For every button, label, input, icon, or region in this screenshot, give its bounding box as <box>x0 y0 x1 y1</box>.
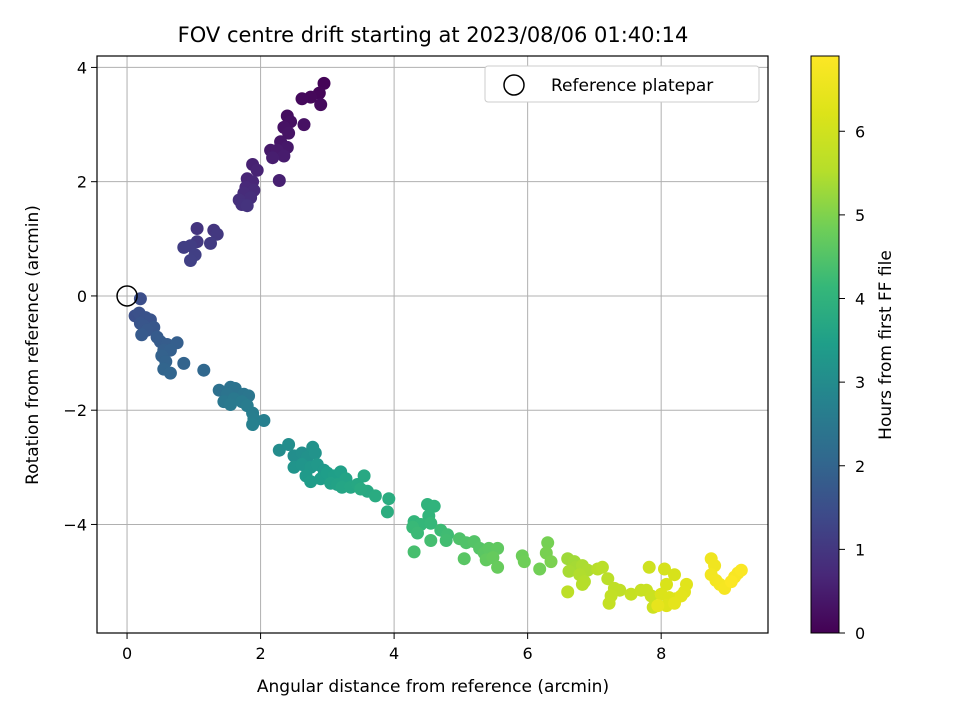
data-point <box>562 564 576 578</box>
data-point <box>197 363 211 377</box>
data-point <box>561 585 575 599</box>
data-point <box>601 572 615 586</box>
data-point <box>295 92 309 106</box>
y-axis-label: Rotation from reference (arcmin) <box>23 205 43 485</box>
x-tick-label: 4 <box>389 644 399 663</box>
data-point <box>724 575 738 589</box>
data-point <box>297 118 311 132</box>
data-point <box>382 492 396 506</box>
data-point <box>317 76 331 90</box>
data-point <box>407 545 421 559</box>
data-point <box>257 414 271 427</box>
colorbar-tick-label: 3 <box>855 373 865 392</box>
data-point <box>424 534 438 547</box>
data-point <box>544 555 558 569</box>
data-point <box>210 227 224 241</box>
chart-title: FOV centre drift starting at 2023/08/06 … <box>178 23 689 47</box>
legend-box <box>484 65 760 103</box>
data-point <box>486 551 500 565</box>
data-point <box>541 536 555 550</box>
colorbar: 0 1 2 3 4 5 6 Hours from first FF file <box>810 55 896 643</box>
data-points <box>128 76 748 614</box>
reference-marker <box>116 285 138 307</box>
y-tick-label: −4 <box>63 515 87 534</box>
data-point <box>533 562 547 576</box>
data-point <box>304 475 318 489</box>
data-point <box>282 126 296 140</box>
data-point <box>282 438 296 451</box>
data-point <box>644 589 658 603</box>
plot-area: 0 2 4 6 8 −4 −2 0 2 4 <box>63 55 769 663</box>
data-point <box>368 489 382 503</box>
x-tick-label: 8 <box>656 644 666 663</box>
axes-frame <box>96 55 769 634</box>
data-point <box>357 469 371 483</box>
data-point <box>517 555 531 569</box>
data-point <box>602 596 616 610</box>
data-point <box>457 552 471 566</box>
legend-marker-icon <box>503 74 525 96</box>
data-point <box>411 526 424 540</box>
data-point <box>224 398 237 411</box>
y-tick-label: 2 <box>77 173 87 192</box>
data-point <box>354 482 368 496</box>
colorbar-label: Hours from first FF file <box>876 250 896 440</box>
data-point <box>240 199 254 213</box>
data-point <box>246 418 260 431</box>
data-point <box>380 505 394 519</box>
data-point <box>135 328 149 342</box>
data-point <box>184 254 197 267</box>
data-point <box>308 446 322 460</box>
data-point <box>190 222 204 235</box>
data-point <box>272 443 286 457</box>
data-point <box>439 534 453 547</box>
data-point <box>651 599 665 613</box>
data-point <box>734 563 748 577</box>
data-point <box>575 577 589 591</box>
data-point <box>668 568 681 582</box>
y-axis-ticks: −4 −2 0 2 4 <box>63 58 97 534</box>
y-tick-label: −2 <box>63 401 87 420</box>
data-point <box>660 577 673 591</box>
data-point <box>272 174 286 187</box>
y-tick-label: 4 <box>77 58 87 77</box>
data-point <box>624 587 638 601</box>
data-point <box>163 366 177 380</box>
data-point <box>424 516 438 530</box>
data-point <box>595 560 609 574</box>
data-point <box>177 356 191 370</box>
colorbar-tick-label: 0 <box>855 624 865 643</box>
colorbar-tick-label: 6 <box>855 122 865 141</box>
colorbar-tick-label: 5 <box>855 206 865 225</box>
legend-label: Reference platepar <box>551 76 713 96</box>
legend: Reference platepar <box>484 65 760 103</box>
colorbar-tick-label: 1 <box>855 540 865 559</box>
colorbar-ticks: 0 1 2 3 4 5 6 <box>839 122 865 643</box>
colorbar-tick-label: 4 <box>855 290 865 309</box>
data-point <box>177 240 191 254</box>
y-tick-label: 0 <box>77 287 87 306</box>
colorbar-tick-label: 2 <box>855 457 865 476</box>
data-point <box>314 98 328 112</box>
data-point <box>204 236 217 250</box>
data-point <box>427 499 441 513</box>
colorbar-gradient <box>810 55 840 634</box>
x-axis-ticks: 0 2 4 6 8 <box>122 633 666 663</box>
x-axis-label: Angular distance from reference (arcmin) <box>257 677 609 697</box>
data-point <box>491 560 505 574</box>
data-point <box>658 562 671 576</box>
data-point <box>642 560 656 574</box>
data-point <box>668 596 681 610</box>
data-point <box>250 163 264 177</box>
data-point <box>277 149 291 163</box>
x-tick-label: 0 <box>122 644 132 663</box>
x-tick-label: 6 <box>523 644 533 663</box>
x-tick-label: 2 <box>255 644 265 663</box>
data-point <box>266 151 280 165</box>
